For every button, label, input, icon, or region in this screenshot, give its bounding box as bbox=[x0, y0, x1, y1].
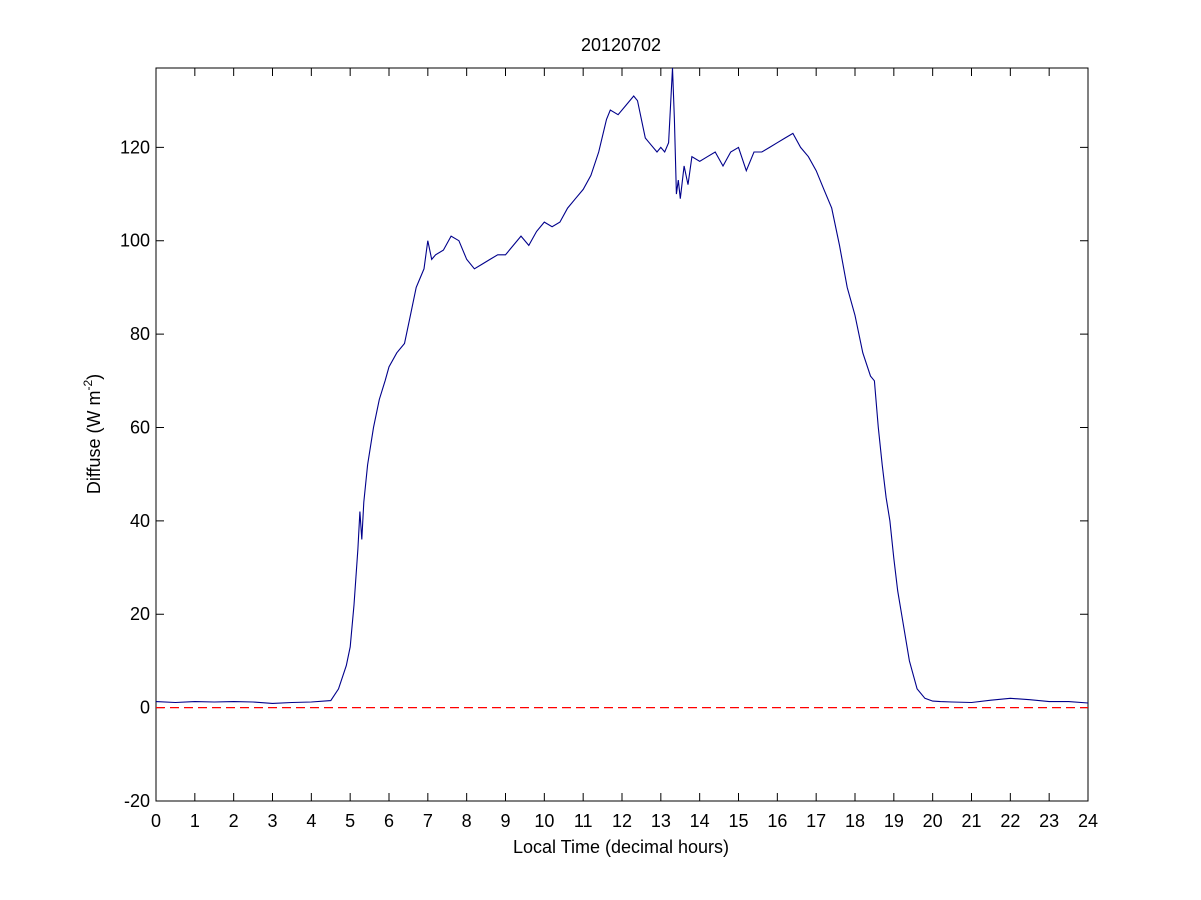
y-tick-label: 60 bbox=[130, 417, 150, 437]
x-tick-label: 7 bbox=[423, 811, 433, 831]
x-tick-label: 14 bbox=[690, 811, 710, 831]
y-axis-ticks: -20 0 20 40 60 80 100 120 bbox=[120, 137, 1088, 811]
x-tick-label: 12 bbox=[612, 811, 632, 831]
x-tick-label: 0 bbox=[151, 811, 161, 831]
y-tick-label: 100 bbox=[120, 231, 150, 251]
plot-area bbox=[155, 67, 1089, 802]
diffuse-series-line bbox=[155, 67, 1089, 704]
y-axis-label: Diffuse (W m-2) bbox=[81, 374, 104, 494]
x-tick-label: 1 bbox=[190, 811, 200, 831]
x-axis-ticks: 0 1 2 3 4 5 6 7 8 9 10 11 12 13 14 15 16 17 18 19 20 21 22 23 24 bbox=[151, 68, 1098, 831]
x-tick-label: 9 bbox=[500, 811, 510, 831]
x-tick-label: 3 bbox=[267, 811, 277, 831]
x-tick-label: 23 bbox=[1039, 811, 1059, 831]
x-tick-label: 22 bbox=[1000, 811, 1020, 831]
y-tick-label: 40 bbox=[130, 511, 150, 531]
x-tick-label: 18 bbox=[845, 811, 865, 831]
x-tick-label: 8 bbox=[462, 811, 472, 831]
y-tick-label: 0 bbox=[140, 698, 150, 718]
x-tick-label: 19 bbox=[884, 811, 904, 831]
x-tick-label: 21 bbox=[961, 811, 981, 831]
x-tick-label: 11 bbox=[574, 811, 593, 831]
x-tick-label: 24 bbox=[1078, 811, 1098, 831]
chart-title: 20120702 bbox=[581, 35, 661, 55]
x-tick-label: 2 bbox=[229, 811, 239, 831]
x-tick-label: 6 bbox=[384, 811, 394, 831]
x-axis-label: Local Time (decimal hours) bbox=[513, 837, 729, 857]
x-tick-label: 20 bbox=[923, 811, 943, 831]
x-tick-label: 10 bbox=[534, 811, 554, 831]
x-tick-label: 17 bbox=[806, 811, 826, 831]
x-tick-label: 13 bbox=[651, 811, 671, 831]
y-tick-label: 120 bbox=[120, 137, 150, 157]
x-tick-label: 4 bbox=[306, 811, 316, 831]
x-tick-label: 5 bbox=[345, 811, 355, 831]
x-tick-label: 16 bbox=[767, 811, 787, 831]
y-axis-label-main: Diffuse (W m bbox=[84, 390, 104, 494]
y-axis-label-close: ) bbox=[84, 374, 104, 380]
y-tick-label: 80 bbox=[130, 324, 150, 344]
y-axis-label-superscript: -2 bbox=[81, 379, 95, 390]
y-tick-label: -20 bbox=[124, 791, 150, 811]
y-tick-label: 20 bbox=[130, 604, 150, 624]
x-tick-label: 15 bbox=[728, 811, 748, 831]
